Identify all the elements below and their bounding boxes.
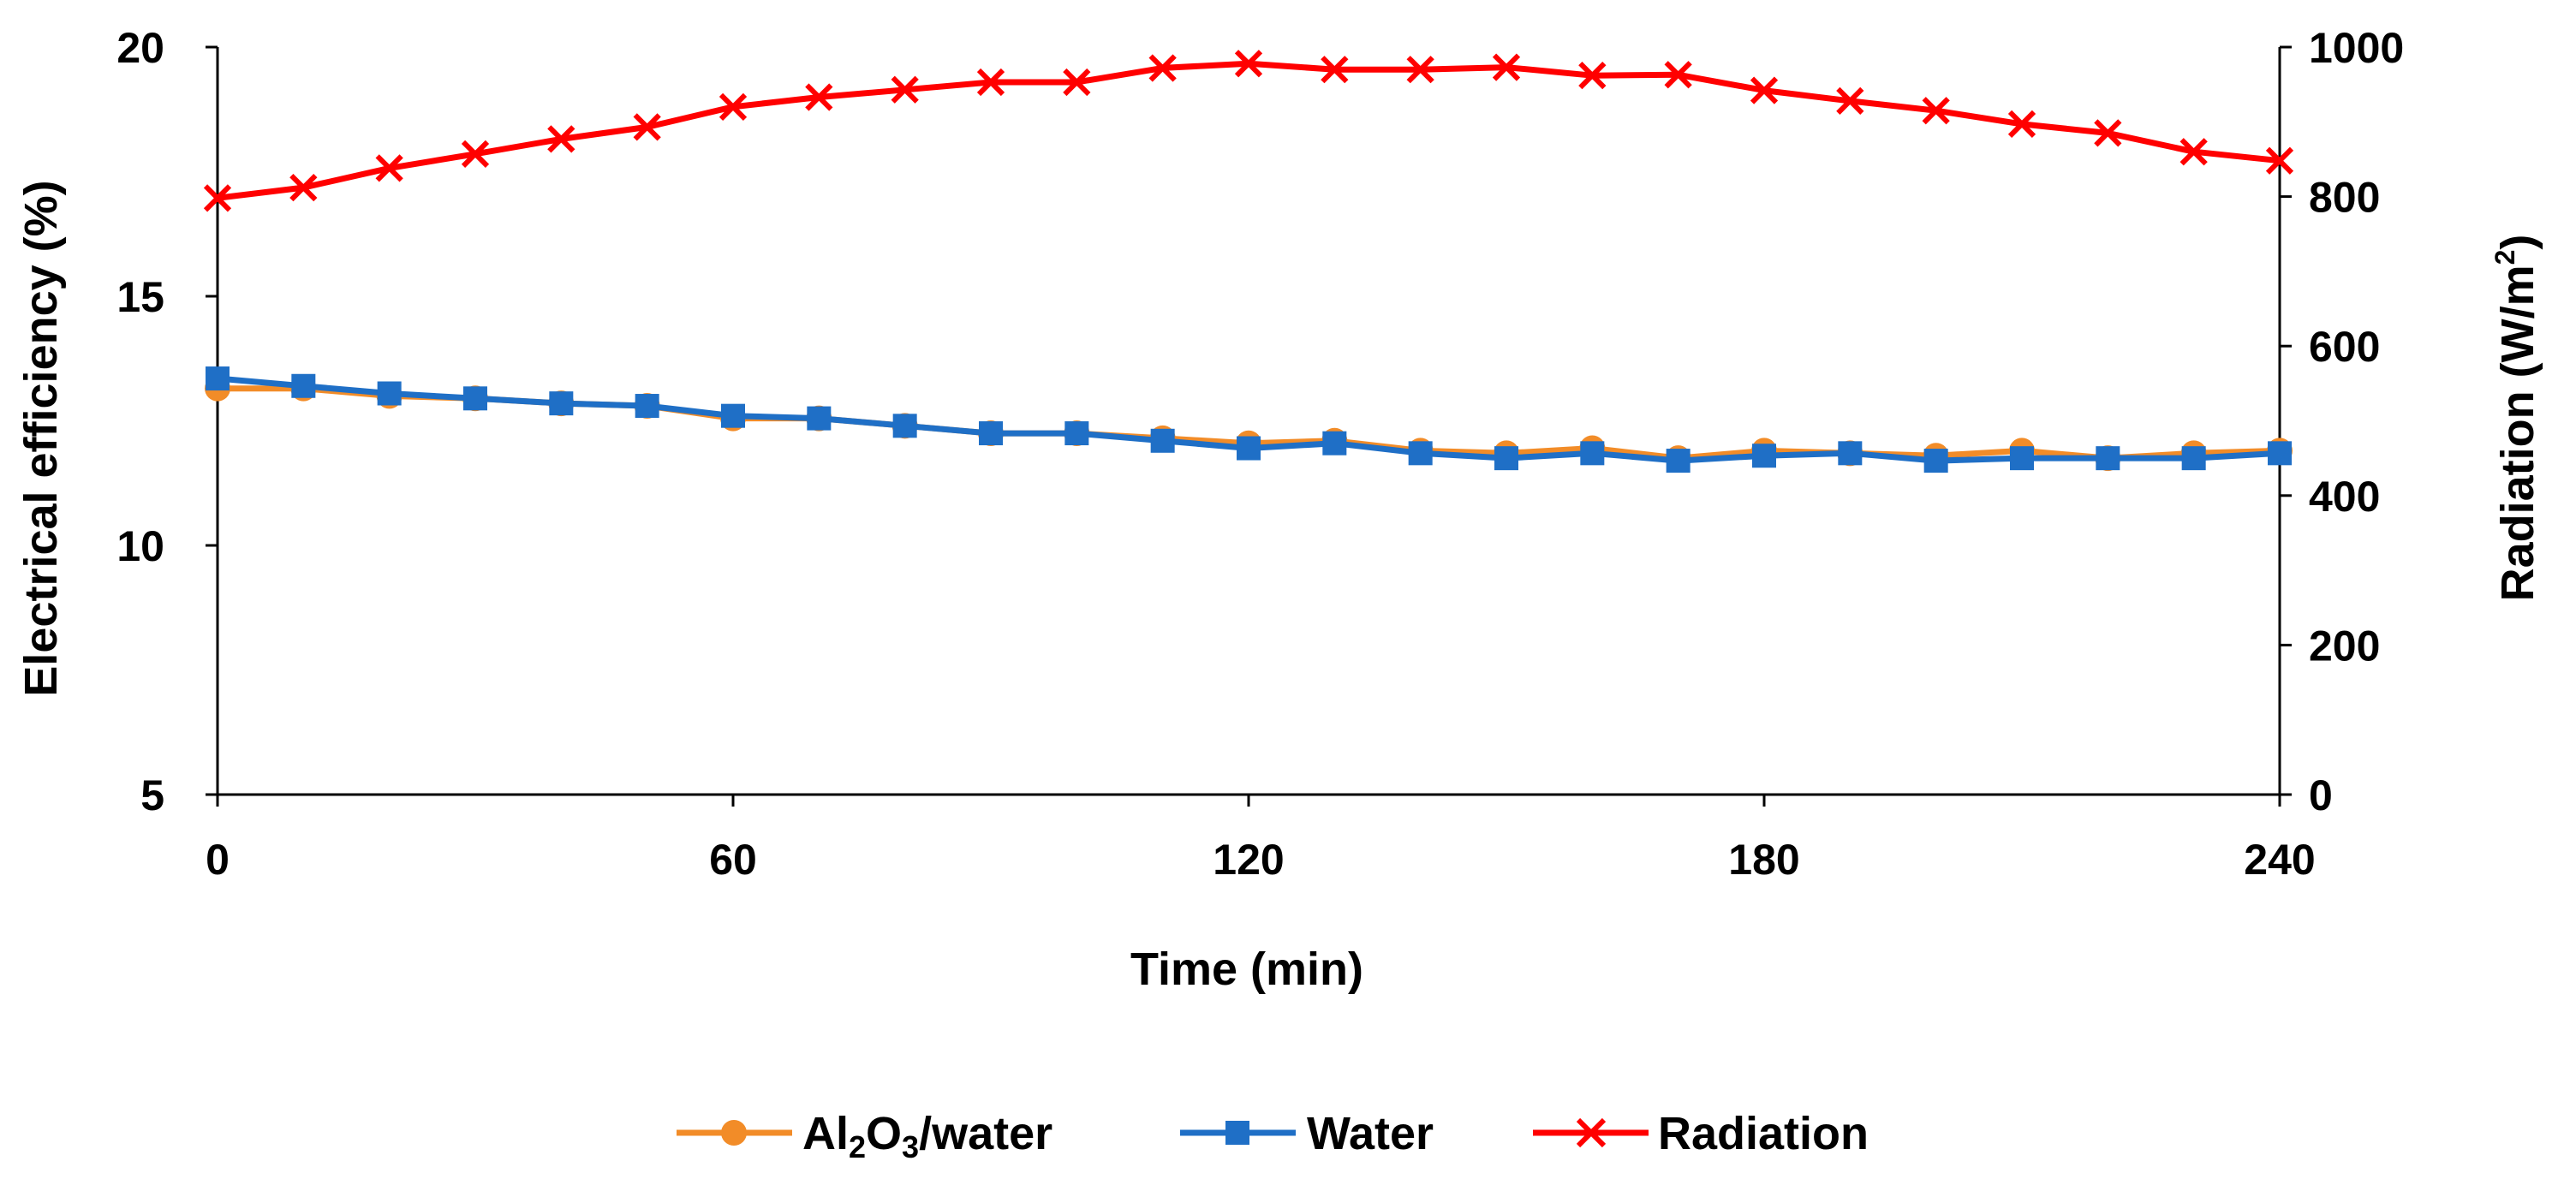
legend-al2o3-p3: /water [919,1108,1052,1159]
series-layer [203,50,2294,473]
data-point-radiation [461,140,490,168]
series-line-radiation [217,60,2281,201]
data-point-water [1923,449,1948,473]
data-point-radiation [1406,56,1434,84]
data-point-water [463,386,487,411]
data-point-water [549,391,574,416]
data-point-water [1838,441,1863,466]
y-right-tick-label: 0 [2309,771,2333,819]
y-left-tick-label: 20 [116,24,164,72]
data-point-radiation [2094,119,2122,147]
x-axis-title: Time (min) [1130,944,1363,995]
data-point-radiation [1836,86,1864,115]
x-tick-label: 240 [2244,836,2315,884]
data-point-radiation [719,92,748,121]
data-point-water [892,414,917,438]
legend-al2o3-s2: 3 [902,1129,919,1164]
data-point-water [291,373,316,398]
data-point-water [1237,436,1261,461]
y-left-tick-label: 15 [116,273,164,321]
data-point-water [2268,441,2292,466]
y-axis-right-title-end: ) [2492,235,2543,250]
data-point-water [635,394,659,419]
data-point-radiation [547,125,575,153]
series-water [206,366,2292,473]
legend-label-radiation: Radiation [1658,1108,1869,1159]
data-point-water [377,381,402,406]
data-point-radiation [1750,76,1779,104]
data-point-water [1150,428,1175,453]
legend-marker-water [1225,1121,1249,1145]
data-point-water [1666,449,1690,473]
data-point-radiation [1148,54,1177,82]
x-tick-label: 120 [1213,836,1284,884]
data-point-radiation [633,113,661,141]
legend-item-al2o3-water: Al2O3/water [677,1108,1052,1164]
legend-al2o3-p1: Al [802,1108,849,1159]
data-point-radiation [2007,110,2036,139]
data-point-radiation [891,75,919,104]
data-point-radiation [1234,50,1263,78]
data-point-radiation [1922,97,1950,125]
y-left-tick-label: 5 [140,771,164,819]
legend-item-water: Water [1180,1108,1434,1159]
data-point-radiation [375,154,403,182]
y-axis-left-title: Electrical efficiency (%) [15,180,67,696]
legend-label-al2o3-water: Al2O3/water [802,1108,1052,1164]
data-point-water [721,403,745,428]
legend-item-radiation: Radiation [1533,1108,1869,1159]
y-right-tick-label: 600 [2309,323,2380,371]
y-axis-right-title-main: Radiation (W/m [2492,265,2543,601]
data-point-water [979,421,1003,446]
x-tick-label: 180 [1728,836,1799,884]
y-right-tick-label: 400 [2309,473,2380,521]
data-point-radiation [289,174,318,202]
legend-al2o3-p2: O [866,1108,902,1159]
y-axis-right-title: Radiation (W/m2) [2490,235,2543,602]
data-point-water [2010,446,2034,471]
data-point-water [807,406,832,431]
data-point-water [1408,441,1433,466]
data-point-water [2181,446,2206,471]
y-right-tick-label: 200 [2309,622,2380,670]
y-left-tick-label: 10 [116,522,164,570]
data-point-radiation [1664,61,1692,89]
x-tick-label: 60 [709,836,757,884]
data-point-radiation [2179,138,2208,166]
legend-marker-radiation [1576,1117,1607,1148]
data-point-radiation [976,68,1005,97]
data-point-water [1322,431,1347,456]
data-point-water [206,366,230,391]
x-tick-label: 0 [206,836,230,884]
data-point-water [2096,446,2120,471]
data-point-radiation [805,83,833,111]
data-point-radiation [1321,56,1349,84]
y-right-tick-label: 800 [2309,174,2380,222]
legend-label-water: Water [1307,1108,1434,1159]
y-axis-right-title-sup: 2 [2490,250,2520,265]
legend: Al2O3/water Water Radiation [677,1108,1869,1164]
data-point-radiation [1492,53,1521,81]
data-point-radiation [1578,62,1607,90]
legend-marker-al2o3-water [721,1120,747,1146]
legend-al2o3-s1: 2 [849,1129,866,1164]
y-right-tick-label: 1000 [2309,24,2404,72]
data-point-water [1494,446,1518,471]
data-point-radiation [203,184,232,212]
data-point-water [1752,444,1776,468]
data-point-water [1580,441,1605,466]
data-point-radiation [1063,68,1091,97]
data-point-radiation [2265,146,2294,175]
data-point-water [1064,421,1089,446]
series-radiation [203,50,2294,212]
